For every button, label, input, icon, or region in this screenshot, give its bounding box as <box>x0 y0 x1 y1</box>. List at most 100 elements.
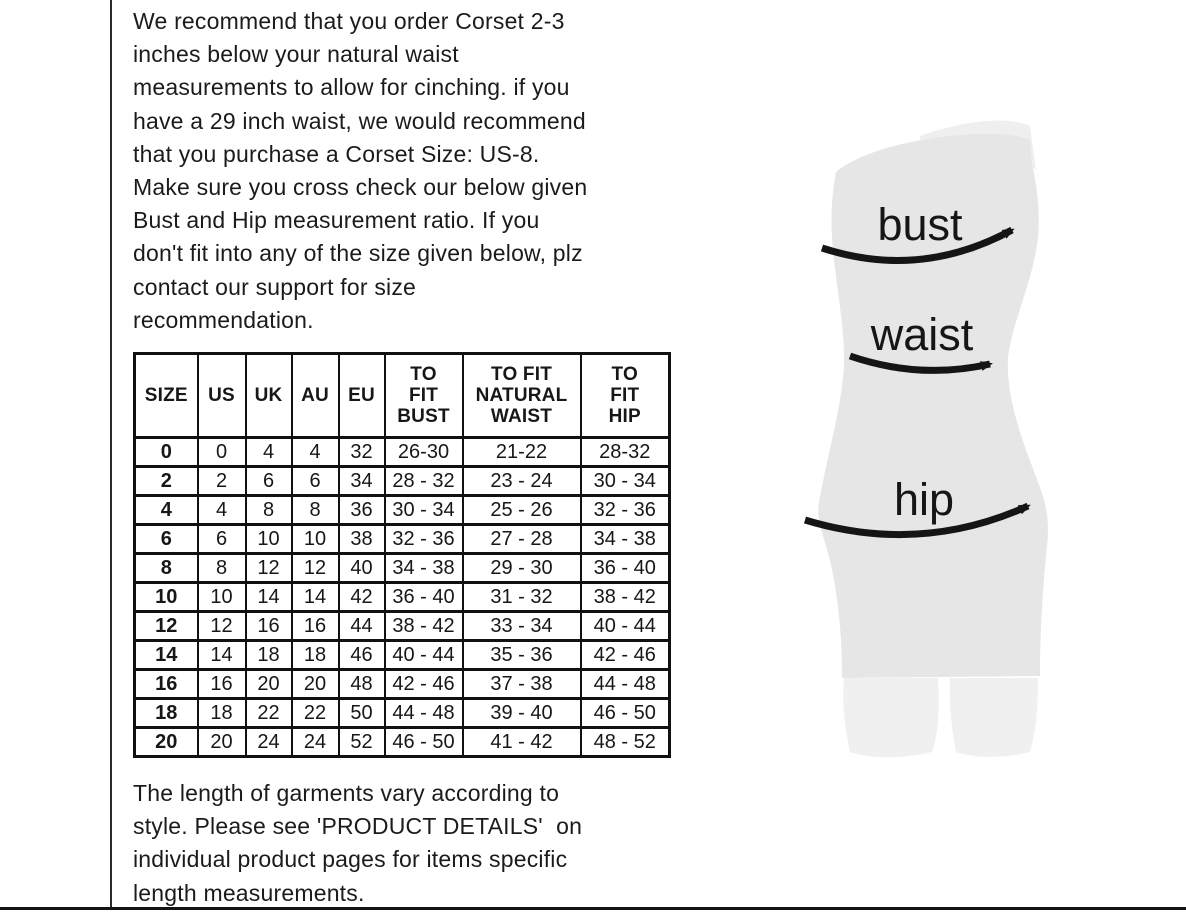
table-cell: 2 <box>196 465 247 497</box>
table-cell: 38 - 42 <box>383 610 464 642</box>
right-leg-shape <box>949 678 1038 757</box>
table-cell: 16 <box>196 668 247 700</box>
table-cell: 6 <box>196 523 247 555</box>
column-header: TO FIT NATURAL WAIST <box>461 352 582 439</box>
table-cell: 22 <box>290 697 340 729</box>
table-cell: 8 <box>133 552 199 584</box>
bust-arrow <box>820 226 1015 264</box>
table-cell: 6 <box>133 523 199 555</box>
table-cell: 10 <box>290 523 340 555</box>
table-cell: 8 <box>290 494 340 526</box>
table-cell: 50 <box>337 697 386 729</box>
table-cell: 42 - 46 <box>383 668 464 700</box>
table-row: 16 16 20 20 48 42 - 46 37 - 38 44 - 48 <box>133 668 671 700</box>
table-cell: 8 <box>196 552 247 584</box>
table-cell: 14 <box>133 639 199 671</box>
table-cell: 18 <box>133 697 199 729</box>
table-cell: 18 <box>244 639 293 671</box>
column-header: SIZE <box>133 352 199 439</box>
table-row: 2 2 6 6 34 28 - 32 23 - 24 30 - 34 <box>133 465 671 497</box>
table-cell: 2 <box>133 465 199 497</box>
table-cell: 40 - 44 <box>383 639 464 671</box>
table-cell: 14 <box>290 581 340 613</box>
table-row: 8 8 12 12 40 34 - 38 29 - 30 36 - 40 <box>133 552 671 584</box>
table-cell: 18 <box>290 639 340 671</box>
table-cell: 20 <box>290 668 340 700</box>
figure-svg: bust waist hip <box>803 120 1048 758</box>
table-cell: 34 - 38 <box>383 552 464 584</box>
table-cell: 37 - 38 <box>461 668 582 700</box>
bottom-horizontal-rule <box>0 907 1186 910</box>
footer-paragraph: The length of garments vary according to… <box>133 780 583 906</box>
table-cell: 16 <box>133 668 199 700</box>
table-cell: 4 <box>290 436 340 468</box>
table-cell: 12 <box>133 610 199 642</box>
table-cell: 41 - 42 <box>461 726 582 758</box>
table-cell: 44 - 48 <box>579 668 671 700</box>
bust-label: bust <box>877 199 963 250</box>
column-header: US <box>196 352 247 439</box>
table-cell: 46 - 50 <box>383 726 464 758</box>
table-cell: 4 <box>244 436 293 468</box>
table-cell: 32 - 36 <box>579 494 671 526</box>
table-cell: 46 - 50 <box>579 697 671 729</box>
table-cell: 35 - 36 <box>461 639 582 671</box>
hip-arrow <box>803 502 1031 539</box>
table-row: 12 12 16 16 44 38 - 42 33 - 34 40 - 44 <box>133 610 671 642</box>
table-cell: 10 <box>133 581 199 613</box>
table-row: 0 0 4 4 32 26-30 21-22 28-32 <box>133 436 671 468</box>
table-row: 4 4 8 8 36 30 - 34 25 - 26 32 - 36 <box>133 494 671 526</box>
table-cell: 44 <box>337 610 386 642</box>
table-row: 18 18 22 22 50 44 - 48 39 - 40 46 - 50 <box>133 697 671 729</box>
column-header: UK <box>244 352 293 439</box>
table-cell: 20 <box>244 668 293 700</box>
column-header: EU <box>337 352 386 439</box>
table-cell: 28 - 32 <box>383 465 464 497</box>
table-cell: 38 <box>337 523 386 555</box>
table-cell: 40 <box>337 552 386 584</box>
table-row: 6 6 10 10 38 32 - 36 27 - 28 34 - 38 <box>133 523 671 555</box>
table-cell: 25 - 26 <box>461 494 582 526</box>
table-cell: 12 <box>196 610 247 642</box>
table-cell: 16 <box>290 610 340 642</box>
table-cell: 26-30 <box>383 436 464 468</box>
table-cell: 36 <box>337 494 386 526</box>
table-cell: 44 - 48 <box>383 697 464 729</box>
table-cell: 27 - 28 <box>461 523 582 555</box>
table-cell: 10 <box>244 523 293 555</box>
table-cell: 42 <box>337 581 386 613</box>
table-cell: 24 <box>244 726 293 758</box>
table-cell: 29 - 30 <box>461 552 582 584</box>
table-cell: 42 - 46 <box>579 639 671 671</box>
table-cell: 10 <box>196 581 247 613</box>
left-leg-shape <box>843 678 939 758</box>
table-row: 10 10 14 14 42 36 - 40 31 - 32 38 - 42 <box>133 581 671 613</box>
table-row: 14 14 18 18 46 40 - 44 35 - 36 42 - 46 <box>133 639 671 671</box>
column-header: TO FIT HIP <box>579 352 671 439</box>
table-cell: 34 <box>337 465 386 497</box>
table-cell: 14 <box>196 639 247 671</box>
column-header: TO FIT BUST <box>383 352 464 439</box>
table-cell: 32 - 36 <box>383 523 464 555</box>
table-cell: 52 <box>337 726 386 758</box>
table-cell: 20 <box>196 726 247 758</box>
table-cell: 14 <box>244 581 293 613</box>
body-measurement-figure: bust waist hip <box>780 100 1100 800</box>
table-cell: 31 - 32 <box>461 581 582 613</box>
table-cell: 32 <box>337 436 386 468</box>
table-cell: 30 - 34 <box>383 494 464 526</box>
table-cell: 28-32 <box>579 436 671 468</box>
table-cell: 23 - 24 <box>461 465 582 497</box>
table-cell: 4 <box>196 494 247 526</box>
table-cell: 36 - 40 <box>579 552 671 584</box>
table-cell: 39 - 40 <box>461 697 582 729</box>
left-vertical-rule <box>110 0 112 909</box>
table-cell: 38 - 42 <box>579 581 671 613</box>
table-cell: 4 <box>133 494 199 526</box>
table-cell: 48 - 52 <box>579 726 671 758</box>
table-cell: 24 <box>290 726 340 758</box>
table-cell: 22 <box>244 697 293 729</box>
torso-silhouette-shape <box>818 133 1048 679</box>
table-cell: 21-22 <box>461 436 582 468</box>
